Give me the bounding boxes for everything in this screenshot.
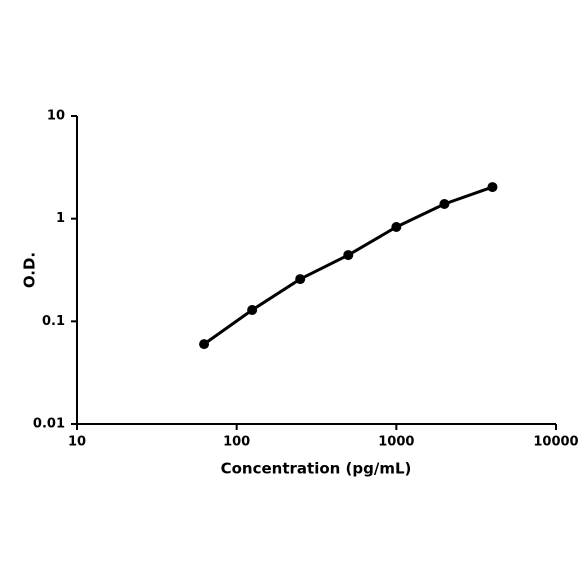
x-axis-label: Concentration (pg/mL) bbox=[221, 460, 412, 478]
y-tick-label: 0.01 bbox=[33, 417, 65, 432]
y-tick-label: 1 bbox=[56, 211, 65, 226]
data-point bbox=[391, 221, 402, 232]
y-axis-label: O.D. bbox=[21, 252, 39, 288]
y-tick-label: 0.1 bbox=[42, 314, 65, 329]
x-tick-label: 100 bbox=[223, 435, 250, 450]
series-line bbox=[203, 185, 493, 346]
data-point bbox=[247, 304, 258, 315]
data-point bbox=[295, 274, 306, 285]
x-tick-label: 10000 bbox=[533, 435, 578, 450]
x-tick-label: 1000 bbox=[378, 435, 414, 450]
data-point bbox=[199, 339, 210, 350]
data-point bbox=[343, 250, 354, 261]
y-tick-label: 10 bbox=[47, 109, 65, 124]
data-point bbox=[439, 198, 450, 209]
x-tick-label: 10 bbox=[68, 435, 86, 450]
data-point bbox=[487, 182, 498, 193]
